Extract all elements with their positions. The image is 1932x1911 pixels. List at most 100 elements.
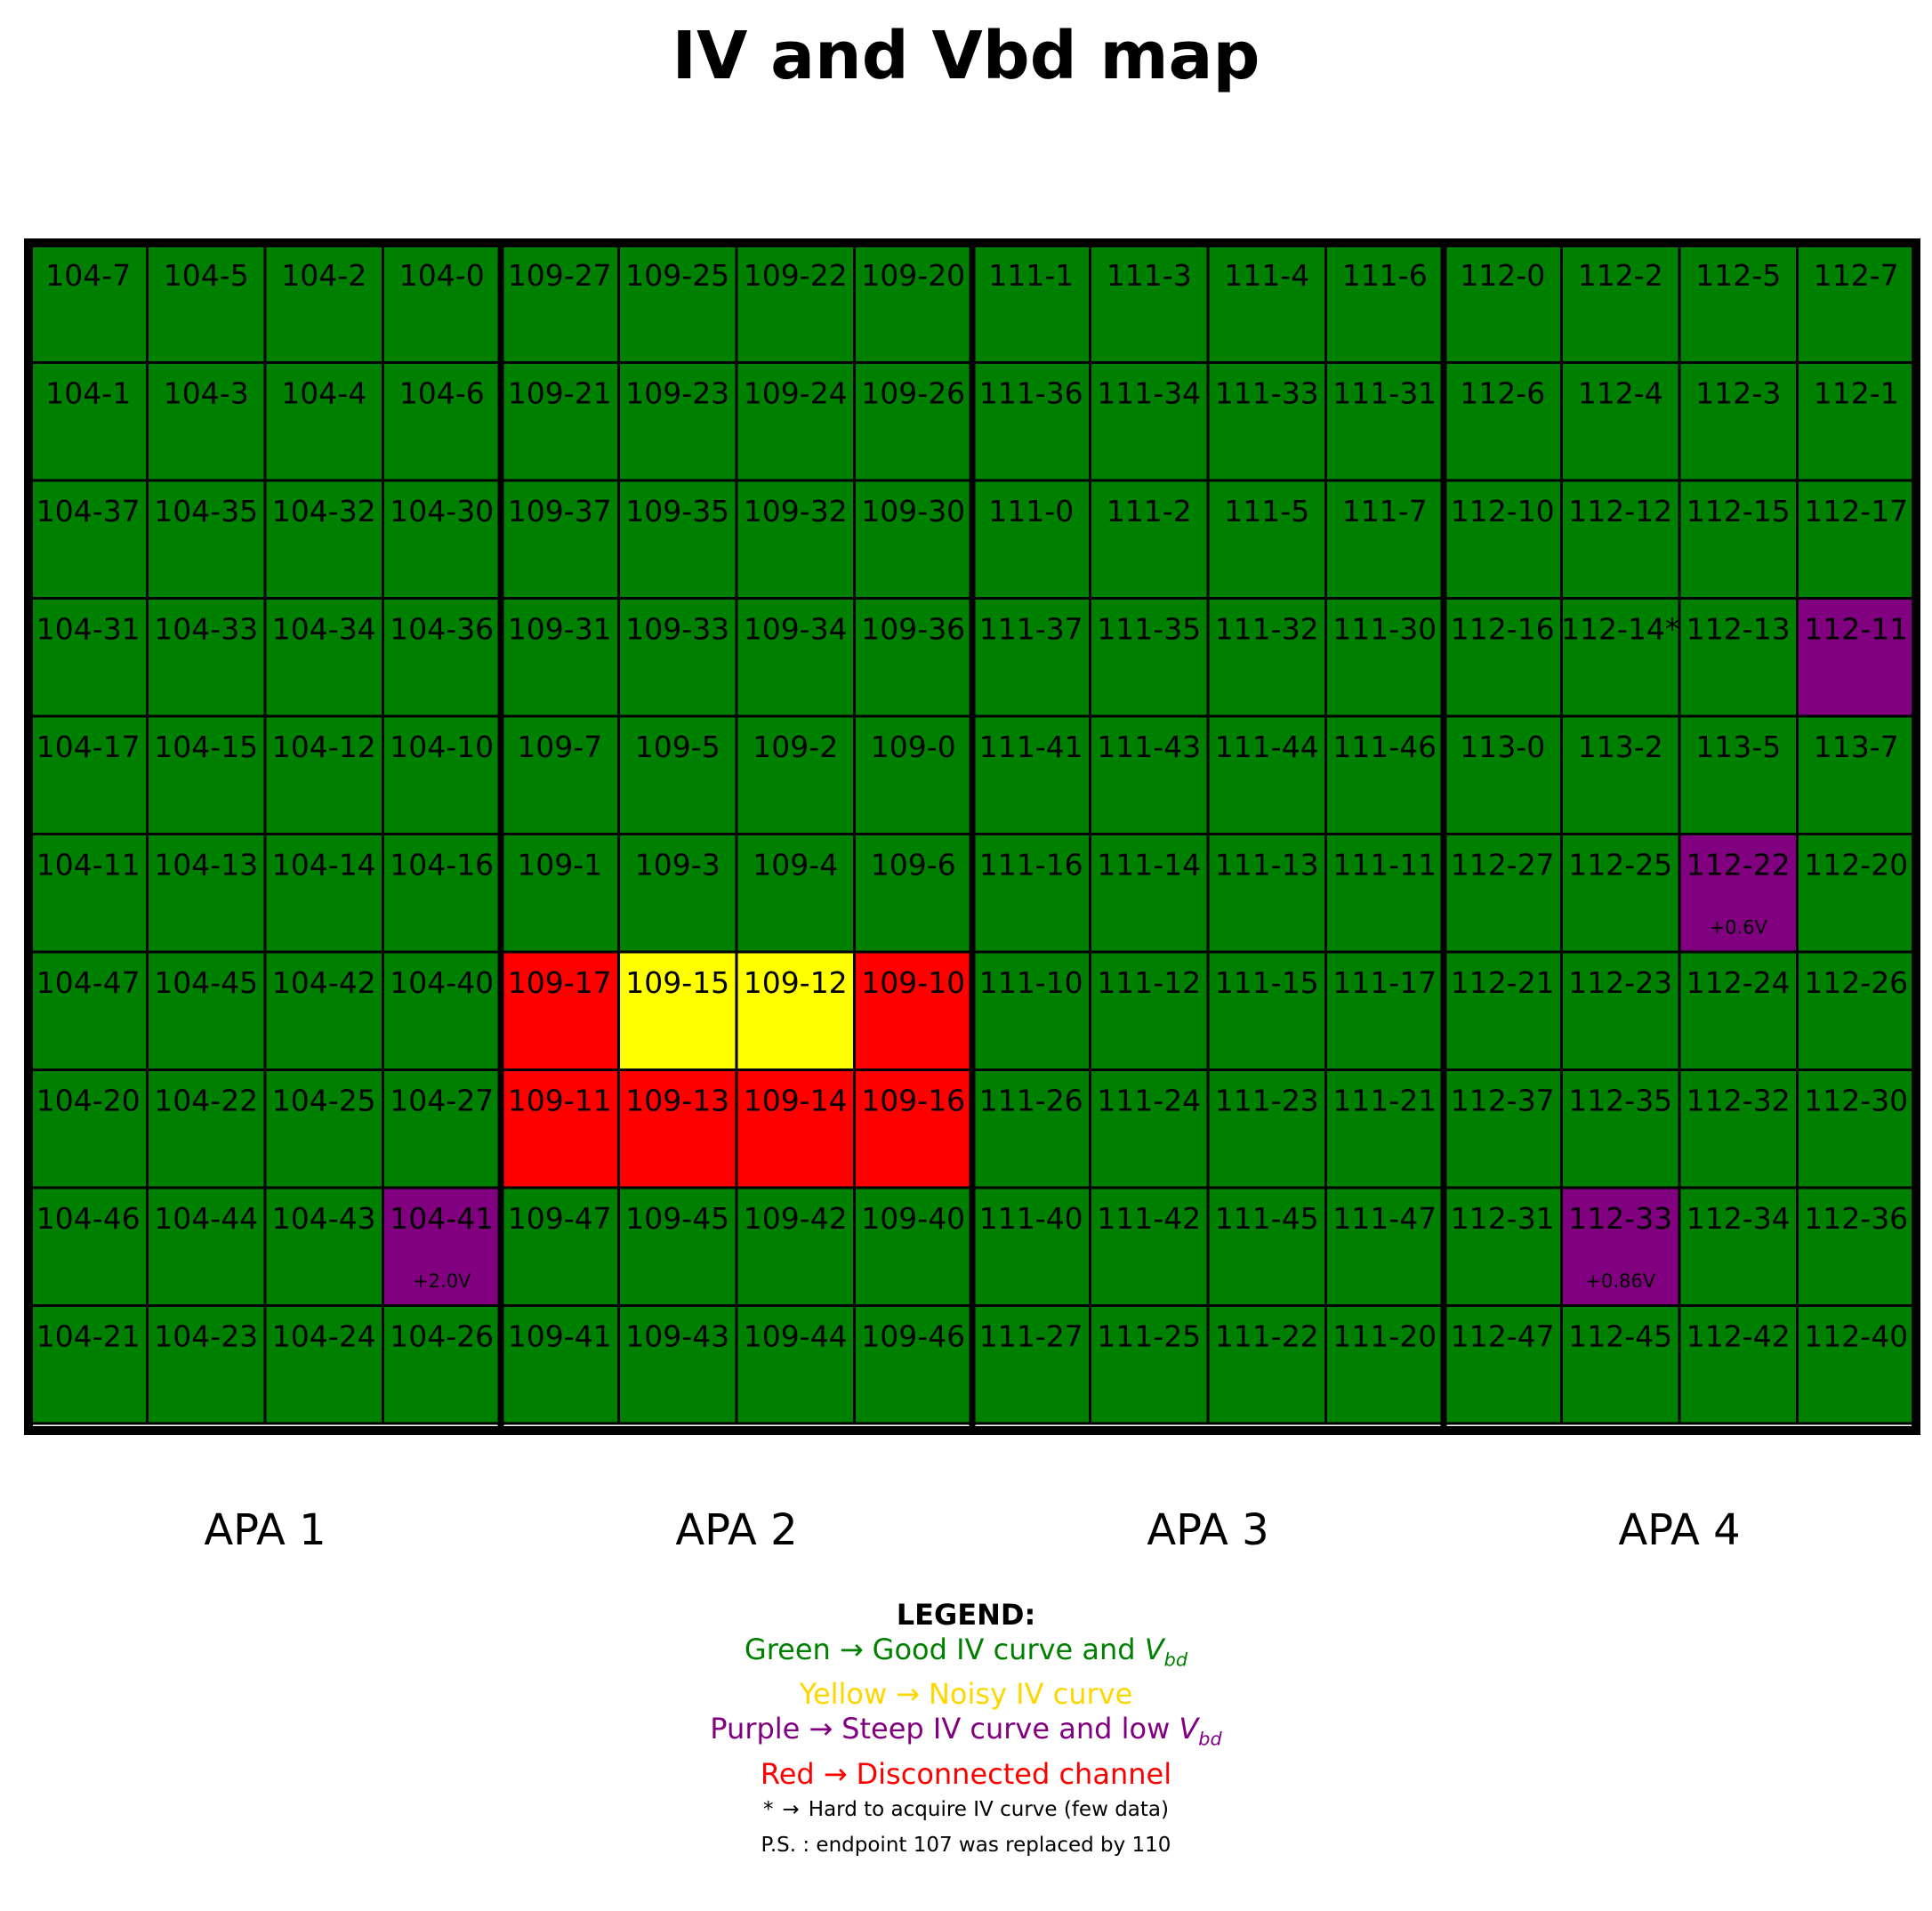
channel-cell: 109-13	[617, 1068, 738, 1189]
cell-label: 104-32	[272, 494, 376, 528]
cell-green-fill	[970, 714, 1091, 835]
channel-cell: 112-21	[1442, 950, 1563, 1071]
channel-cell: 104-43	[263, 1186, 384, 1307]
apa-4-label: APA 4	[1618, 1505, 1741, 1555]
channel-cell: 111-35	[1089, 597, 1210, 718]
arrow-icon: →	[896, 1677, 920, 1712]
cell-green-fill	[146, 1186, 267, 1307]
cell-label: 109-12	[744, 965, 848, 1000]
cell-label: 104-30	[390, 494, 494, 528]
cell-green-fill	[146, 950, 267, 1071]
cell-green-fill	[617, 1304, 738, 1425]
cell-label: 112-7	[1814, 258, 1899, 293]
legend-title: LEGEND:	[896, 1598, 1036, 1632]
cell-green-fill	[1324, 1304, 1445, 1425]
channel-cell: 109-45	[617, 1186, 738, 1307]
channel-cell: 111-26	[970, 1068, 1091, 1189]
cell-purple-fill	[1678, 833, 1799, 954]
cell-label: 104-6	[399, 376, 485, 411]
channel-cell: 109-1	[499, 833, 620, 954]
legend-entry-green: Green → Good IV curve and Vbd	[0, 1633, 1932, 1677]
cell-green-fill	[28, 833, 149, 954]
cell-label: 112-45	[1568, 1319, 1672, 1354]
channel-cell: 112-27	[1442, 833, 1563, 954]
legend: LEGEND: Green → Good IV curve and Vbd Yell…	[0, 1597, 1932, 1863]
channel-cell: 109-16	[853, 1068, 974, 1189]
cell-label: 104-10	[390, 730, 494, 764]
cell-label: 112-47	[1451, 1319, 1555, 1354]
cell-label: 112-20	[1804, 848, 1908, 883]
cell-label: 109-6	[871, 848, 956, 883]
channel-cell: 104-1	[28, 361, 149, 482]
channel-cell: 112-4	[1560, 361, 1681, 482]
cell-label: 111-25	[1097, 1319, 1201, 1354]
channel-cell: 104-0	[382, 243, 503, 364]
cell-green-fill	[1678, 714, 1799, 835]
channel-cell: 112-42	[1678, 1304, 1799, 1425]
channel-cell: 109-25	[617, 243, 738, 364]
cell-label: 109-23	[625, 376, 729, 411]
cell-label: 104-14	[272, 848, 376, 883]
cell-green-fill	[499, 1304, 620, 1425]
legend-color-word: Green	[744, 1633, 831, 1666]
cell-label: 109-30	[861, 494, 965, 528]
channel-cell: 109-6	[853, 833, 974, 954]
cell-green-fill	[1796, 950, 1917, 1071]
channel-cell: 112-24	[1678, 950, 1799, 1071]
cell-label: 109-47	[508, 1201, 612, 1236]
cell-green-fill	[146, 361, 267, 482]
cell-label: 113-0	[1460, 730, 1545, 764]
cell-green-fill	[382, 597, 503, 718]
cell-label: 112-34	[1686, 1201, 1791, 1236]
cell-label: 112-35	[1568, 1084, 1672, 1118]
cell-label: 111-10	[979, 965, 1083, 1000]
cell-label: 111-45	[1215, 1201, 1319, 1236]
legend-description: Good IV curve and	[872, 1633, 1136, 1666]
cell-label: 104-21	[36, 1319, 141, 1354]
legend-description: Noisy IV curve	[928, 1677, 1133, 1712]
cell-label: 109-17	[508, 965, 612, 1000]
channel-cell: 111-4	[1206, 243, 1327, 364]
channel-cell: 111-7	[1324, 479, 1445, 600]
channel-cell: 112-6	[1442, 361, 1563, 482]
cell-label: 112-26	[1804, 965, 1908, 1000]
cell-green-fill	[1796, 1068, 1917, 1189]
channel-cell: 104-12	[263, 714, 384, 835]
channel-cell: 104-46	[28, 1186, 149, 1307]
cell-label: 112-24	[1686, 965, 1791, 1000]
cell-label: 109-32	[744, 494, 848, 528]
cell-green-fill	[382, 950, 503, 1071]
cell-label: 104-41	[390, 1201, 494, 1236]
channel-cell: 109-11	[499, 1068, 620, 1189]
cell-green-fill	[1442, 1068, 1563, 1189]
cell-green-fill	[146, 597, 267, 718]
cell-green-fill	[853, 243, 974, 364]
cell-label: 109-5	[635, 730, 720, 764]
channel-cell: 104-5	[146, 243, 267, 364]
channel-cell: 104-14	[263, 833, 384, 954]
asterisk-symbol: *	[763, 1797, 774, 1821]
channel-cell: 104-15	[146, 714, 267, 835]
cell-label: 111-40	[979, 1201, 1083, 1236]
cell-label: 111-42	[1097, 1201, 1201, 1236]
cell-note: +0.86V	[1585, 1270, 1655, 1292]
cell-label: 104-5	[164, 258, 249, 293]
cell-label: 112-15	[1686, 494, 1791, 528]
legend-color-word: Red	[760, 1756, 815, 1791]
cell-label: 104-23	[154, 1319, 258, 1354]
cell-label: 111-22	[1215, 1319, 1319, 1354]
channel-cell: 112-16	[1442, 597, 1563, 718]
cell-green-fill	[1560, 361, 1681, 482]
cell-label: 109-20	[861, 258, 965, 293]
cell-green-fill	[1206, 597, 1327, 718]
cell-label: 109-0	[871, 730, 956, 764]
cell-label: 104-37	[36, 494, 141, 528]
cell-label: 112-12	[1568, 494, 1672, 528]
cell-green-fill	[263, 714, 384, 835]
cell-label: 104-42	[272, 965, 376, 1000]
cell-label: 111-44	[1215, 730, 1319, 764]
channel-cell: 109-17	[499, 950, 620, 1071]
channel-cell: 112-47	[1442, 1304, 1563, 1425]
cell-label: 109-33	[625, 612, 729, 647]
channel-cell: 104-42	[263, 950, 384, 1071]
